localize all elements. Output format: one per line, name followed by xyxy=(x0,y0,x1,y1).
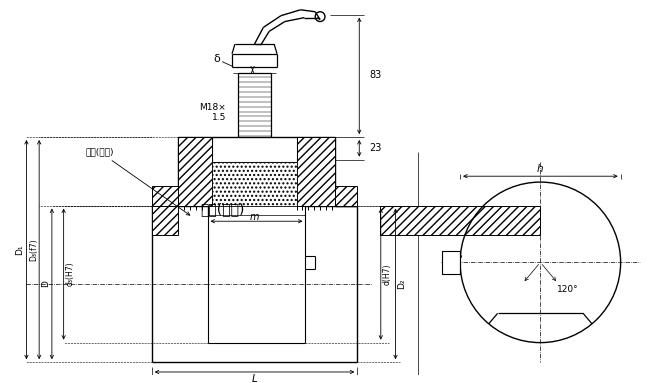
Text: 83: 83 xyxy=(369,70,382,80)
Bar xyxy=(151,186,178,206)
Text: d(H7): d(H7) xyxy=(382,264,391,285)
Bar xyxy=(443,250,460,274)
Text: d₃(H7): d₃(H7) xyxy=(66,262,75,286)
Text: D₁: D₁ xyxy=(15,244,24,255)
Text: 23: 23 xyxy=(369,143,382,153)
Text: m: m xyxy=(250,212,259,222)
Bar xyxy=(296,137,335,206)
Bar xyxy=(151,206,178,235)
Text: D₃(f7): D₃(f7) xyxy=(29,238,38,261)
Bar xyxy=(335,186,358,206)
Text: D: D xyxy=(42,280,51,287)
Text: L: L xyxy=(252,374,257,383)
Text: δ: δ xyxy=(213,54,220,64)
Text: h: h xyxy=(537,164,543,174)
Bar xyxy=(178,137,213,206)
Bar xyxy=(213,162,296,206)
Text: 螺孔(销孔): 螺孔(销孔) xyxy=(201,202,245,216)
Text: D₂: D₂ xyxy=(397,278,406,289)
Text: 120°: 120° xyxy=(557,285,578,294)
Text: M18×
1.5: M18× 1.5 xyxy=(200,103,226,122)
Bar xyxy=(380,206,540,235)
Text: 螺孔(销孔): 螺孔(销孔) xyxy=(85,147,190,215)
